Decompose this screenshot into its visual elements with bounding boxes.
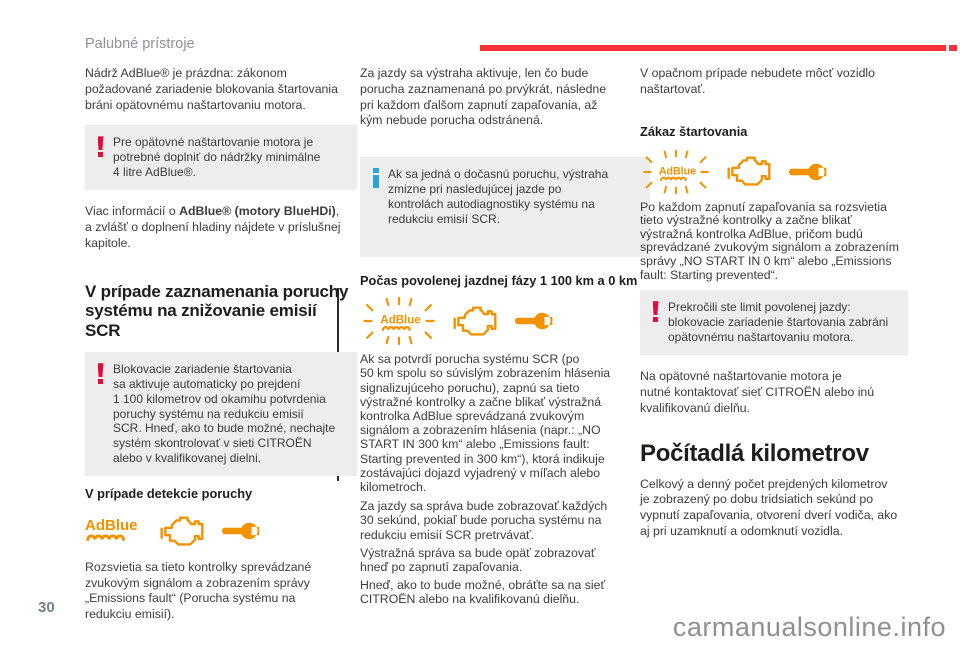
paragraph-warning-active: Za jazdy sa výstraha aktivuje, len čo bu… (360, 66, 607, 128)
warning-exclamation-icon (97, 136, 104, 157)
subheading-fault-detected: V prípade detekcie poruchy (85, 485, 253, 501)
subheading-allowed-phase: Počas povolenej jazdnej fázy 1 100 km a … (360, 273, 638, 289)
warning-lamps-row (85, 513, 357, 550)
paragraph-otherwise-no-start: V opačnom prípade nebudete môcť vozidlo … (640, 66, 875, 96)
more-info-text: Viac informácií o (85, 204, 180, 219)
warning-box-refill: Pre opätovné naštartovanie motora je pot… (85, 125, 357, 191)
paragraph-odometer-display: Celkový a denný počet prejdených kilomet… (640, 476, 898, 538)
wrench-service-icon (512, 310, 556, 332)
more-info-bold: AdBlue® (motory BlueHDi) (179, 204, 336, 219)
column-middle: Za jazdy sa výstraha aktivuje, len čo bu… (360, 66, 650, 607)
section-heading-odometers: Počítadlá kilometrov (640, 439, 869, 467)
paragraph-scr-confirmed: Ak sa potvrdí porucha systému SCR (po 50… (360, 352, 611, 495)
adblue-warning-icon (85, 515, 145, 547)
column-left: Nádrž AdBlue® je prázdna: zákonom požado… (85, 66, 357, 623)
header-red-bar (480, 45, 946, 51)
info-icon (372, 168, 379, 188)
paragraph-contact-network: Hneď, ako to bude možné, obráťte sa na s… (360, 578, 606, 607)
warning-lamps-row (640, 149, 908, 195)
watermark: carmanualsonline.info (672, 612, 946, 642)
column-right: V opačnom prípade nebudete môcť vozidlo … (640, 66, 908, 540)
page-number: 30 (38, 599, 55, 616)
paragraph-every-ignition: Po každom zapnutí zapaľovania sa rozsvie… (640, 199, 900, 282)
warning-box-text: Pre opätovné naštartovanie motora je pot… (113, 135, 321, 180)
paragraph-restart-contact: Na opätovné naštartovanie motora je nutn… (640, 369, 875, 415)
more-info-text-end: , a zvlášť o doplnení hladiny nájdete v … (85, 204, 341, 250)
adblue-blinking-warning-icon (360, 296, 438, 346)
warning-exclamation-icon (97, 363, 104, 384)
warning-box-immobilizer: Blokovacie zariadenie štartovania sa akt… (85, 352, 357, 476)
section-heading-scr-fault: V prípade zaznamenania poruchy systému n… (85, 281, 349, 340)
check-engine-icon (451, 303, 499, 340)
paragraph-message-repeat: Výstražná správa sa bude opäť zobrazovať… (360, 545, 596, 575)
adblue-blinking-warning-icon (640, 149, 712, 195)
running-header: Palubné prístroje (85, 36, 195, 52)
wrench-service-icon (786, 161, 830, 183)
wrench-service-icon (219, 520, 263, 542)
subheading-start-ban: Zákaz štartovania (640, 123, 748, 139)
header-red-bar-end (949, 45, 957, 51)
paragraph-adblue-empty: Nádrž AdBlue® je prázdna: zákonom požado… (85, 66, 338, 112)
paragraph-lamps-lit: Rozsvietia sa tieto kontrolky sprevádzan… (85, 559, 312, 622)
paragraph-message-30s: Za jazdy sa správa bude zobrazovať každý… (360, 499, 608, 542)
warning-exclamation-icon (652, 301, 659, 322)
warning-box-limit-exceeded: Prekročili ste limit povolenej jazdy: bl… (640, 290, 908, 356)
info-box-text: Ak sa jedná o dočasnú poruchu, výstraha … (388, 167, 609, 227)
paragraph-more-info: Viac informácií o AdBlue® (motory BlueHD… (85, 204, 357, 251)
check-engine-icon (725, 153, 773, 190)
check-engine-icon (158, 513, 206, 550)
info-box-temporary-fault: Ak sa jedná o dočasnú poruchu, výstraha … (360, 157, 650, 258)
warning-box-text: Prekročili ste limit povolenej jazdy: bl… (668, 300, 889, 345)
warning-box-text: Blokovacie zariadenie štartovania sa akt… (113, 362, 336, 466)
warning-lamps-row (360, 296, 650, 346)
